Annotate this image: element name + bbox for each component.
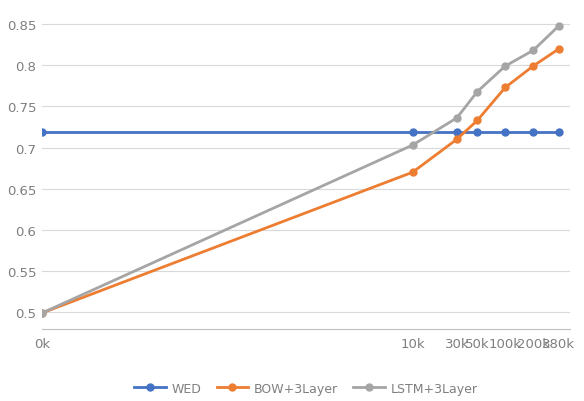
Line: BOW+3Layer: BOW+3Layer — [39, 46, 562, 317]
LSTM+3Layer — [530, 49, 537, 54]
LSTM+3Layer — [409, 143, 416, 148]
WED — [409, 130, 416, 135]
BOW+3Layer — [502, 86, 509, 91]
WED — [453, 130, 460, 135]
WED — [555, 130, 562, 135]
WED — [530, 130, 537, 135]
LSTM+3Layer — [474, 90, 481, 95]
WED — [502, 130, 509, 135]
WED — [39, 130, 46, 135]
BOW+3Layer — [555, 47, 562, 52]
BOW+3Layer — [474, 119, 481, 124]
LSTM+3Layer — [39, 311, 46, 316]
BOW+3Layer — [530, 65, 537, 69]
LSTM+3Layer — [502, 65, 509, 69]
LSTM+3Layer — [453, 116, 460, 121]
Legend: WED, BOW+3Layer, LSTM+3Layer: WED, BOW+3Layer, LSTM+3Layer — [129, 377, 483, 400]
BOW+3Layer — [409, 170, 416, 175]
BOW+3Layer — [453, 138, 460, 142]
WED — [474, 130, 481, 135]
LSTM+3Layer — [555, 24, 562, 29]
Line: WED: WED — [39, 129, 562, 136]
Line: LSTM+3Layer: LSTM+3Layer — [39, 23, 562, 317]
BOW+3Layer — [39, 311, 46, 316]
